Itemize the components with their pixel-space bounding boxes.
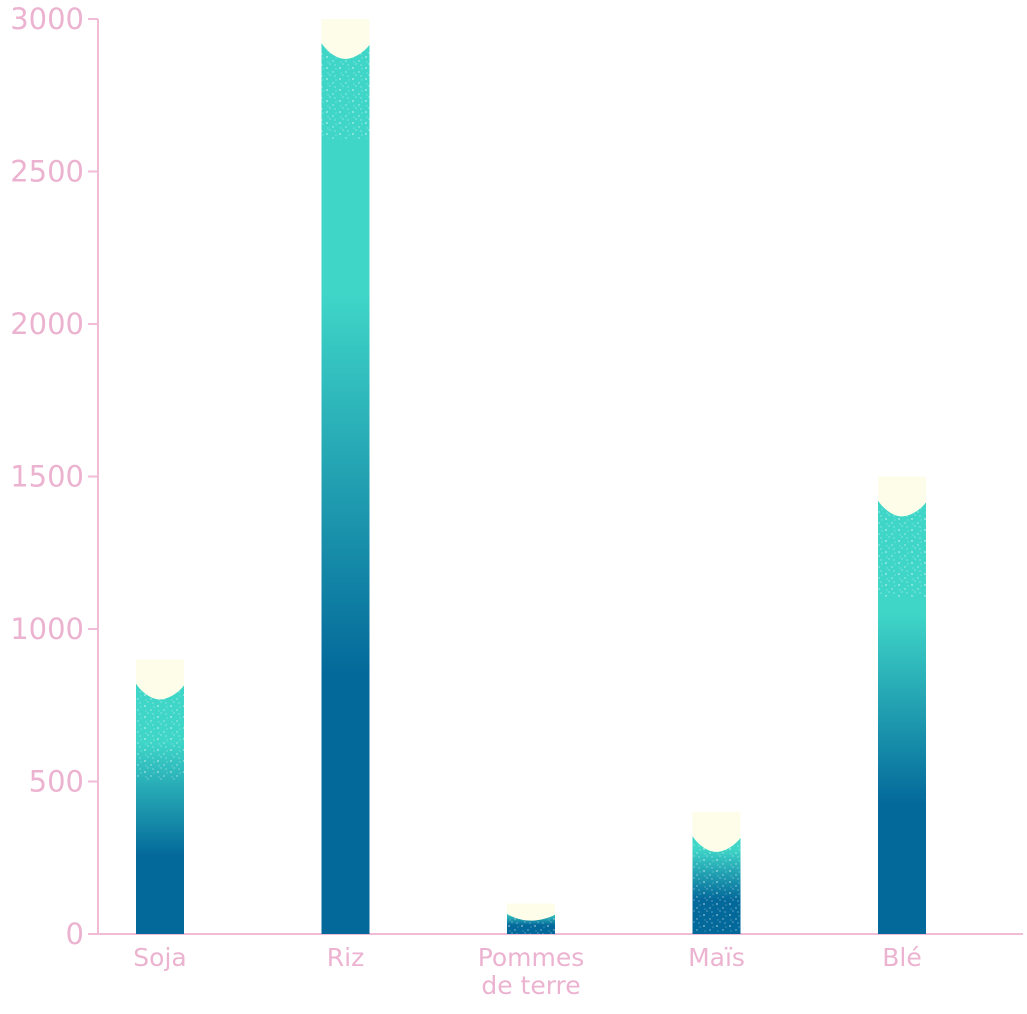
y-tick-label: 500 <box>29 765 84 799</box>
x-tick-label: Riz <box>327 943 364 972</box>
y-tick-label: 1500 <box>10 460 84 494</box>
bar-speckle <box>321 51 370 139</box>
bar-speckle <box>136 691 184 780</box>
y-tick-label: 0 <box>66 917 84 951</box>
bar-cap <box>321 19 370 59</box>
x-tick-label: Blé <box>882 943 921 972</box>
bar-cap <box>507 903 555 921</box>
x-tick-label: Pommes de terre <box>478 943 585 1000</box>
bar-maïs <box>692 812 741 934</box>
bar-speckle <box>878 508 926 597</box>
y-tick-label: 2500 <box>10 155 84 189</box>
y-tick-label: 1000 <box>10 612 84 646</box>
bar-speckle <box>692 844 741 932</box>
bar-pommes-de-terre <box>507 903 555 934</box>
bar-cap <box>878 476 926 517</box>
x-tick-label: Soja <box>133 943 186 972</box>
x-tick-label: Maïs <box>688 943 745 972</box>
bar-soja <box>136 659 184 934</box>
bar-riz <box>321 19 370 934</box>
bar-speckle <box>507 915 555 934</box>
y-tick-label: 3000 <box>10 2 84 36</box>
bar <box>321 19 370 934</box>
bar-cap <box>136 659 184 700</box>
y-tick-label: 2000 <box>10 307 84 341</box>
bar-cap <box>692 812 741 852</box>
bar-blé <box>878 476 926 934</box>
